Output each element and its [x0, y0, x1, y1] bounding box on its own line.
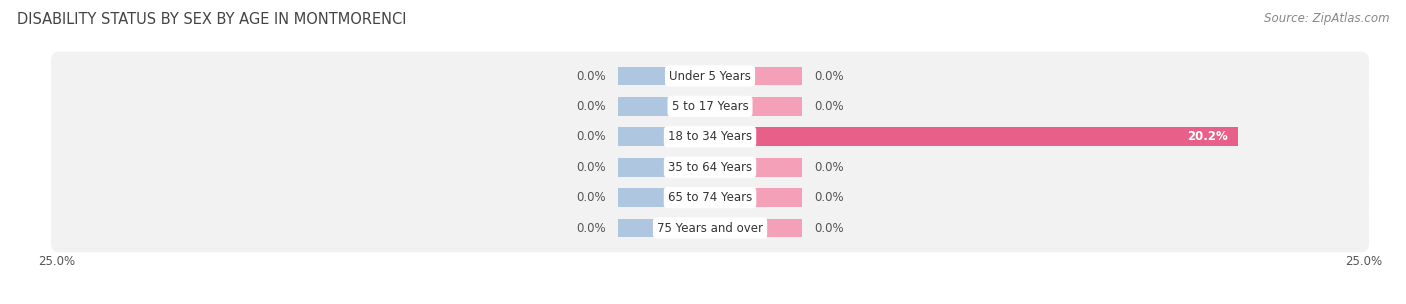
FancyBboxPatch shape	[51, 112, 1369, 161]
Bar	[710, 127, 1239, 146]
Text: 0.0%: 0.0%	[814, 100, 844, 113]
Text: 0.0%: 0.0%	[576, 222, 606, 234]
FancyBboxPatch shape	[51, 204, 1369, 252]
FancyBboxPatch shape	[51, 143, 1369, 192]
Text: 35 to 64 Years: 35 to 64 Years	[668, 161, 752, 174]
Text: DISABILITY STATUS BY SEX BY AGE IN MONTMORENCI: DISABILITY STATUS BY SEX BY AGE IN MONTM…	[17, 12, 406, 27]
Text: 0.0%: 0.0%	[576, 130, 606, 143]
Text: 0.0%: 0.0%	[814, 161, 844, 174]
Text: 0.0%: 0.0%	[576, 191, 606, 204]
Bar	[619, 188, 710, 207]
Text: 0.0%: 0.0%	[814, 222, 844, 234]
Text: 0.0%: 0.0%	[814, 191, 844, 204]
Bar	[619, 97, 710, 116]
Text: 0.0%: 0.0%	[576, 70, 606, 82]
Bar	[710, 158, 801, 177]
Text: 20.2%: 20.2%	[1187, 130, 1227, 143]
Bar	[619, 219, 710, 237]
FancyBboxPatch shape	[51, 173, 1369, 222]
Text: 0.0%: 0.0%	[576, 161, 606, 174]
Text: Under 5 Years: Under 5 Years	[669, 70, 751, 82]
Text: 18 to 34 Years: 18 to 34 Years	[668, 130, 752, 143]
Bar	[710, 188, 801, 207]
Bar	[619, 127, 710, 146]
Bar	[710, 219, 801, 237]
Text: 5 to 17 Years: 5 to 17 Years	[672, 100, 748, 113]
Text: 65 to 74 Years: 65 to 74 Years	[668, 191, 752, 204]
Bar	[710, 67, 801, 85]
Bar	[710, 97, 801, 116]
Text: 0.0%: 0.0%	[576, 100, 606, 113]
FancyBboxPatch shape	[51, 82, 1369, 131]
Bar	[619, 67, 710, 85]
Bar	[619, 158, 710, 177]
Text: 0.0%: 0.0%	[814, 70, 844, 82]
Legend: Male, Female: Male, Female	[651, 303, 769, 304]
FancyBboxPatch shape	[51, 52, 1369, 100]
Text: Source: ZipAtlas.com: Source: ZipAtlas.com	[1264, 12, 1389, 25]
Text: 75 Years and over: 75 Years and over	[657, 222, 763, 234]
